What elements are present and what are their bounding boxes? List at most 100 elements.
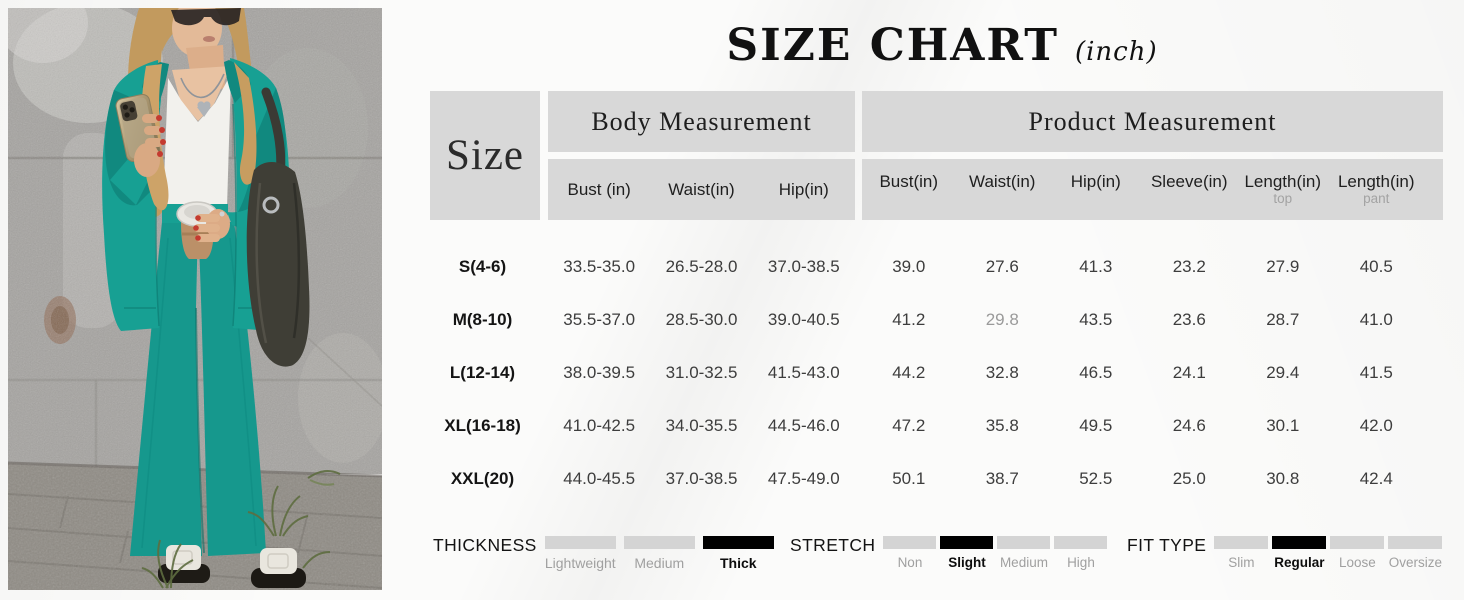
weeds <box>141 469 341 589</box>
thickness-legend: THICKNESS Lightweight Medium Thick <box>433 536 774 571</box>
body-measurement-cell: 41.0-42.5 <box>563 415 636 435</box>
legend-bar <box>702 536 774 549</box>
product-measurement-cell: 43.5 <box>1079 309 1113 329</box>
legend-option: High <box>1054 536 1108 570</box>
product-measurement-cell: 28.7 <box>1266 309 1300 329</box>
legend-bar <box>544 536 616 549</box>
body-measurement-group-header: Body Measurement <box>548 91 855 152</box>
legend-option: Slim <box>1214 536 1269 570</box>
body-measurement-cell: 38.0-39.5 <box>563 362 636 382</box>
body-measurement-cell: 44.5-46.0 <box>767 415 840 435</box>
product-measurement-cell: 39.0 <box>892 256 926 276</box>
product-photo: .tl{fill:var(--accent,#17a093);} .tld{fi… <box>8 8 382 590</box>
column-label: Bust(in) <box>879 171 939 191</box>
title-text: SIZE CHART <box>726 20 1059 71</box>
column-sublabel: pant <box>1363 190 1390 206</box>
table-row: M(8-10) 35.5-37.0 28.5-30.0 39.0-40.5 41.2 29… <box>425 293 1443 346</box>
product-measurement-cell: 47.2 <box>892 415 926 435</box>
legend-bar <box>997 536 1051 549</box>
legend-option-label: Medium <box>634 555 685 571</box>
legend-option: Slight <box>940 536 994 570</box>
column-label: Sleeve(in) <box>1150 171 1228 191</box>
product-measurement-cell: 41.2 <box>892 309 926 329</box>
body-measurement-cell: 47.5-49.0 <box>767 468 840 488</box>
legend-option-label: Slight <box>948 555 986 570</box>
product-measurement-cell: 50.1 <box>892 468 926 488</box>
body-measurement-cell: 41.5-43.0 <box>767 362 840 382</box>
legend-option-label: Medium <box>999 555 1048 570</box>
product-measurement-cell: 41.3 <box>1079 256 1113 276</box>
pants <box>130 222 266 556</box>
body-measurement-cell: 34.0-35.5 <box>665 415 738 435</box>
legend-option-label: High <box>1067 555 1095 570</box>
body-measurement-columns: Bust (in) Waist(in) Hip(in) <box>548 159 855 220</box>
legend-option-label: Loose <box>1338 555 1376 570</box>
legend-title: THICKNESS <box>433 535 537 555</box>
legend-option: Non <box>883 536 937 570</box>
body-measurement-cell: 26.5-28.0 <box>665 256 738 276</box>
stretch-legend: STRETCH Non Slight Medium High <box>790 535 1108 570</box>
product-measurement-cell: 27.9 <box>1266 256 1300 276</box>
product-measurement-cell: 24.1 <box>1172 362 1206 382</box>
table-row: L(12-14) 38.0-39.5 31.0-32.5 41.5-43.0 44.2 3… <box>425 346 1443 399</box>
size-row-label: XL(16-18) <box>444 415 521 435</box>
pendant <box>197 101 211 117</box>
column-label: Length(in) <box>1244 171 1322 191</box>
product-measurement-cell: 41.5 <box>1359 362 1393 382</box>
shoulder-bag <box>246 87 310 367</box>
body-column-header: Hip(in) <box>753 159 855 220</box>
product-measurement-cell: 42.4 <box>1359 468 1393 488</box>
product-measurement-cell: 35.8 <box>985 415 1019 435</box>
product-measurement-cell: 41.0 <box>1359 309 1393 329</box>
product-measurement-columns: Bust(in) Waist(in) Hip(in) Sleeve(in) Length… <box>862 159 1443 220</box>
product-measurement-cell: 25.0 <box>1172 468 1206 488</box>
column-sublabel: top <box>1273 190 1293 206</box>
column-label: Length(in) <box>1337 171 1415 191</box>
legend-option: Medium <box>997 536 1051 570</box>
legend-option-label: Lightweight <box>544 555 616 571</box>
fit-type-legend: FIT TYPE Slim Regular Loose Oversize <box>1127 535 1443 570</box>
body-column-header: Waist(in) <box>650 159 752 220</box>
model-photo-illustration: .tl{fill:var(--accent,#17a093);} .tld{fi… <box>8 8 382 590</box>
legend-title: STRETCH <box>790 535 876 555</box>
legend-bar <box>1330 536 1385 549</box>
product-measurement-cell: 23.6 <box>1172 309 1206 329</box>
legend-bar <box>1054 536 1108 549</box>
product-measurement-cell: 42.0 <box>1359 415 1393 435</box>
product-measurement-cell: 29.8 <box>985 309 1019 329</box>
legend-option: Medium <box>623 536 695 571</box>
product-column-header: Sleeve(in) <box>1143 159 1237 220</box>
body-measurement-cell: 28.5-30.0 <box>665 309 738 329</box>
product-measurement-cell: 49.5 <box>1079 415 1113 435</box>
title-unit: (inch) <box>1074 37 1158 67</box>
product-column-header: Bust(in) <box>862 159 956 220</box>
product-measurement-cell: 23.2 <box>1172 256 1206 276</box>
body-measurement-cell: 35.5-37.0 <box>563 309 636 329</box>
legend-bar <box>883 536 937 549</box>
product-column-header: Waist(in) <box>956 159 1050 220</box>
necklace <box>180 73 225 99</box>
model <box>102 8 341 589</box>
product-measurement-group-header: Product Measurement <box>862 91 1443 152</box>
product-measurement-cell: 40.5 <box>1359 256 1393 276</box>
product-column-header: Length(in) pant <box>1330 159 1424 220</box>
body-measurement-cell: 44.0-45.5 <box>563 468 636 488</box>
product-measurement-cell: 30.8 <box>1266 468 1300 488</box>
legend-option-label: Regular <box>1274 555 1325 570</box>
body-column-header: Bust (in) <box>548 159 650 220</box>
product-measurement-title: Product Measurement <box>1028 106 1277 136</box>
body-measurement-title: Body Measurement <box>591 106 812 136</box>
product-measurement-cell: 46.5 <box>1079 362 1113 382</box>
size-table-rows: S(4-6) 33.5-35.0 26.5-28.0 37.0-38.5 39.0 27.… <box>425 240 1443 505</box>
legend-bar <box>1214 536 1269 549</box>
product-measurement-cell: 27.6 <box>985 256 1019 276</box>
left-hand <box>134 114 166 177</box>
legend-title: FIT TYPE <box>1127 535 1207 555</box>
legend-option: Thick <box>702 536 774 571</box>
product-measurement-cell: 52.5 <box>1079 468 1113 488</box>
legend-option: Loose <box>1330 536 1385 570</box>
legend-bar <box>1272 536 1327 549</box>
size-column-header: Size <box>430 91 540 220</box>
product-column-header: Hip(in) <box>1049 159 1143 220</box>
table-row: XL(16-18) 41.0-42.5 34.0-35.5 44.5-46.0 47.2… <box>425 399 1443 452</box>
